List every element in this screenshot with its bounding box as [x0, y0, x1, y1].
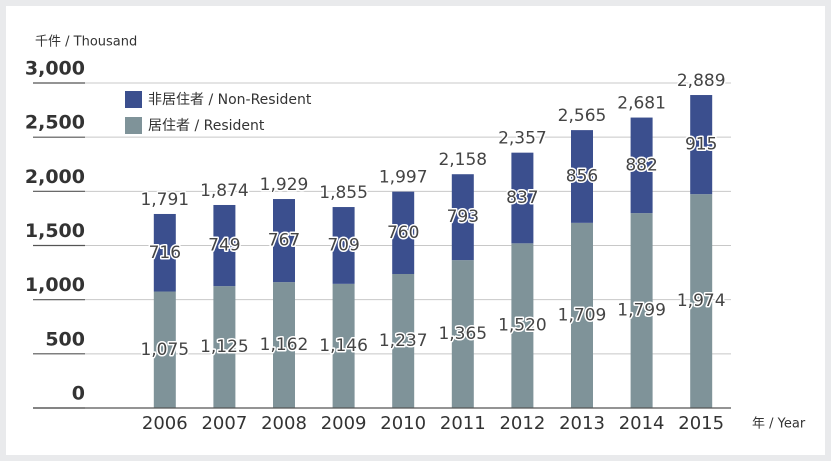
total-label: 2,681: [617, 94, 666, 114]
x-tick-label: 2010: [380, 413, 426, 434]
value-label: 1,799: [617, 301, 666, 321]
total-label: 2,357: [498, 129, 547, 149]
total-label: 2,565: [558, 106, 607, 126]
value-label: 1,162: [260, 335, 309, 355]
y-tick-label: 2,500: [25, 112, 85, 134]
value-label: 1,075: [140, 340, 189, 360]
bar-segment: [153, 213, 176, 292]
bar-segment: [571, 130, 593, 223]
bar-segment: [332, 207, 355, 284]
bar-segment: [213, 286, 236, 408]
value-label: 882: [625, 155, 657, 175]
y-tick-label: 3,000: [25, 58, 85, 80]
bar-segment: [273, 199, 295, 283]
y-tick-label: 0: [72, 383, 85, 405]
value-label: 1,974: [677, 291, 726, 311]
x-tick-label: 2008: [261, 413, 307, 434]
bar-segment: [511, 152, 534, 244]
value-label: 1,146: [319, 336, 368, 356]
y-tick-label: 500: [45, 328, 85, 350]
bar-segment: [571, 222, 593, 408]
total-label: 1,791: [140, 190, 189, 210]
x-tick-label: 2015: [678, 413, 724, 434]
bar-segment: [273, 282, 295, 408]
bar-segment: [392, 191, 415, 274]
total-label: 1,997: [379, 168, 428, 188]
value-label: 749: [208, 236, 240, 256]
bar-segment: [690, 95, 713, 195]
total-label: 1,855: [319, 183, 368, 203]
x-tick-label: 2009: [321, 413, 367, 434]
y-tick-label: 2,000: [25, 166, 85, 188]
value-label: 709: [327, 235, 359, 255]
value-label: 793: [447, 207, 479, 227]
value-label: 1,520: [498, 316, 547, 336]
value-label: 1,709: [558, 305, 607, 325]
y-tick-label: 1,000: [25, 274, 85, 296]
x-tick-label: 2011: [440, 413, 486, 434]
total-label: 1,874: [200, 181, 249, 201]
total-label: 2,889: [677, 71, 726, 91]
y-unit-label: 千件 / Thousand: [35, 35, 137, 50]
legend-label: 非居住者 / Non-Resident: [148, 92, 312, 108]
total-label: 2,158: [438, 150, 487, 170]
value-label: 837: [506, 188, 538, 208]
panel: [6, 6, 825, 455]
legend-swatch: [125, 91, 142, 108]
bar-segment: [690, 194, 713, 408]
x-tick-label: 2014: [619, 413, 665, 434]
value-label: 1,365: [438, 324, 487, 344]
x-tick-label: 2006: [142, 413, 188, 434]
value-label: 1,237: [379, 331, 428, 351]
value-label: 760: [387, 223, 419, 243]
value-label: 915: [685, 135, 717, 155]
x-unit-label: 年 / Year: [752, 417, 806, 432]
x-tick-label: 2007: [201, 413, 247, 434]
legend-swatch: [125, 117, 142, 134]
bar-segment: [213, 204, 236, 287]
value-label: 1,125: [200, 337, 249, 357]
bar-segment: [332, 283, 355, 408]
y-tick-label: 1,500: [25, 220, 85, 242]
x-tick-label: 2012: [499, 413, 545, 434]
legend-label: 居住者 / Resident: [148, 118, 265, 134]
bar-segment: [511, 243, 534, 408]
bar-segment: [451, 174, 474, 261]
x-tick-label: 2013: [559, 413, 605, 434]
bar-segment: [630, 117, 653, 214]
bar-segment: [451, 260, 474, 408]
value-label: 767: [268, 231, 300, 251]
bar-segment: [153, 291, 176, 408]
bar-segment: [392, 273, 415, 408]
value-label: 856: [566, 166, 598, 186]
value-label: 716: [149, 243, 181, 263]
total-label: 1,929: [260, 175, 309, 195]
bar-segment: [630, 213, 653, 408]
